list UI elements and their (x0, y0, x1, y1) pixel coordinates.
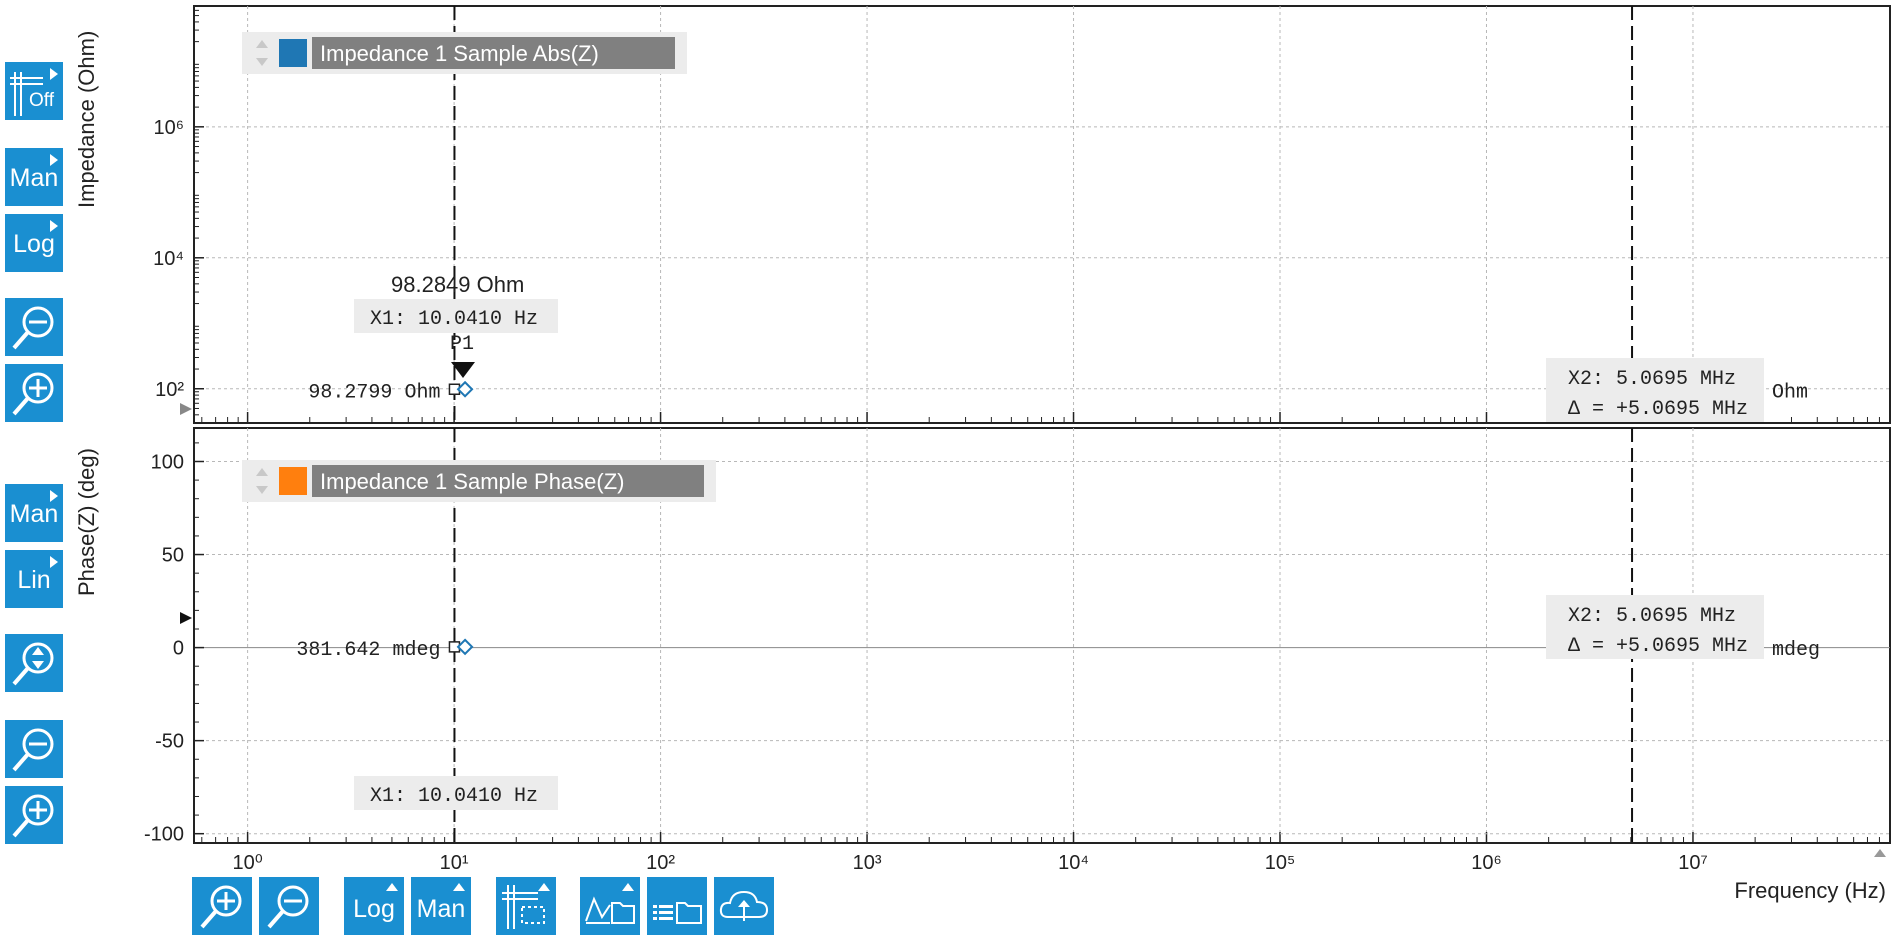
x-zoom-in-button[interactable] (192, 877, 252, 935)
top-range-button[interactable]: Man (5, 148, 63, 206)
x-range-button[interactable]: Man (411, 877, 471, 935)
y-tick-label: -50 (155, 731, 184, 753)
bottom-scale-label: Lin (17, 566, 51, 594)
legend-swatch (279, 39, 307, 67)
bottom-autoscale-button[interactable] (5, 634, 63, 692)
x2-label: X2: 5.0695 MHz (1568, 605, 1736, 628)
dropdown-triangle-icon (50, 68, 58, 80)
delta-label: Δ = +5.0695 MHz (1568, 398, 1748, 421)
x2-label: X2: 5.0695 MHz (1568, 368, 1736, 391)
grid-off-label: Off (29, 90, 54, 111)
top-zoom-out-button[interactable] (5, 298, 63, 356)
x-zoom-out-button[interactable] (259, 877, 319, 935)
cloud-upload-button[interactable] (714, 877, 774, 935)
x-scale-button[interactable]: Log (344, 877, 404, 935)
legend-sort-up-icon (256, 40, 268, 48)
x-tick-label: 10² (646, 852, 675, 874)
bottom-zoom-out-button[interactable] (5, 720, 63, 778)
legend-label: Impedance 1 Sample Abs(Z) (320, 41, 599, 66)
cursor-settings-button[interactable] (496, 877, 556, 935)
x1-label: X1: 10.0410 Hz (370, 785, 538, 808)
dropdown-triangle-icon (538, 883, 550, 891)
x-tick-label: 10⁵ (1265, 852, 1296, 874)
y-tick-label: 10⁴ (153, 248, 184, 270)
cursor-left-readout: 98.2799 Ohm (308, 381, 440, 404)
dropdown-triangle-icon (386, 883, 398, 891)
x-tick-label: 10⁰ (232, 852, 262, 874)
trace-folder-icon (585, 896, 635, 924)
dropdown-triangle-icon (50, 220, 58, 232)
legend-sort-down-icon (256, 58, 268, 66)
x-scale-label: Log (353, 895, 395, 923)
x-tick-label: 10⁴ (1058, 852, 1089, 874)
x-scroll-marker-icon (1874, 849, 1886, 857)
cursor-right-readout: mdeg (1772, 639, 1820, 662)
plot-frame (193, 5, 1891, 424)
legend-swatch (279, 467, 307, 495)
x-tick-label: 10¹ (440, 852, 469, 874)
legend-sort-down-icon (256, 486, 268, 494)
marker-name-label: P1 (450, 333, 474, 356)
x2-info-box (1546, 595, 1764, 659)
y-tick-label: 50 (162, 545, 184, 567)
table-folder-icon (653, 902, 702, 924)
top-zoom-in-button[interactable] (5, 364, 63, 422)
delta-label: Δ = +5.0695 MHz (1568, 635, 1748, 658)
legend-sort-up-icon (256, 468, 268, 476)
dropdown-triangle-icon (50, 556, 58, 568)
x1-label: X1: 10.0410 Hz (370, 308, 538, 331)
data-point-diamond (456, 380, 474, 398)
autoscale-icon (12, 642, 54, 686)
dropdown-triangle-icon (453, 883, 465, 891)
y-scroll-marker-icon (180, 612, 192, 624)
zoom-out-icon (267, 885, 309, 929)
x-tick-label: 10⁷ (1678, 852, 1707, 874)
cursor-grid-icon (502, 885, 545, 929)
cloud-upload-icon (719, 890, 769, 921)
top-scale-label: Log (13, 230, 55, 258)
zoom-out-icon (12, 306, 54, 350)
top-y-axis-label: Impedance (Ohm) (74, 30, 99, 208)
bottom-zoom-in-button[interactable] (5, 786, 63, 844)
legend-label-bg (312, 37, 675, 69)
top-range-label: Man (9, 164, 59, 192)
x1-info-box (354, 776, 558, 810)
y-tick-label: -100 (144, 824, 184, 846)
y-tick-label: 10² (155, 379, 184, 401)
marker-triangle-icon (451, 362, 475, 378)
bottom-y-axis-label: Phase(Z) (deg) (74, 448, 99, 596)
cursor-left-readout: 381.642 mdeg (296, 639, 440, 662)
marker-value-label: 98.2849 Ohm (391, 272, 524, 297)
zoom-in-icon (200, 885, 242, 929)
grid-toggle-button[interactable]: Off (5, 62, 63, 120)
zoom-out-icon (12, 728, 54, 772)
cursor-right-readout: Ohm (1772, 381, 1808, 404)
x1-info-box (354, 299, 558, 333)
data-point-diamond (456, 638, 474, 656)
dropdown-triangle-icon (622, 883, 634, 891)
dropdown-triangle-icon (50, 490, 58, 502)
grid-icon (10, 72, 43, 116)
y-tick-label: 100 (151, 451, 184, 473)
y-tick-label: 10⁶ (154, 117, 184, 139)
y-scroll-marker-icon (180, 403, 192, 415)
x2-info-box (1546, 358, 1764, 422)
x-axis-label: Frequency (Hz) (1734, 878, 1886, 903)
save-table-button[interactable] (647, 877, 707, 935)
bottom-scale-button[interactable]: Lin (5, 550, 63, 608)
zoom-in-icon (12, 794, 54, 838)
x-tick-label: 10³ (853, 852, 882, 874)
x-tick-label: 10⁶ (1471, 852, 1501, 874)
legend-label: Impedance 1 Sample Phase(Z) (320, 469, 625, 494)
top-scale-button[interactable]: Log (5, 214, 63, 272)
bottom-range-button[interactable]: Man (5, 484, 63, 542)
y-tick-label: 0 (173, 638, 184, 660)
dropdown-triangle-icon (50, 154, 58, 166)
zoom-in-icon (12, 372, 54, 416)
x-range-label: Man (416, 895, 466, 923)
legend-label-bg (312, 465, 704, 497)
bottom-range-label: Man (9, 500, 59, 528)
save-trace-button[interactable] (580, 877, 640, 935)
